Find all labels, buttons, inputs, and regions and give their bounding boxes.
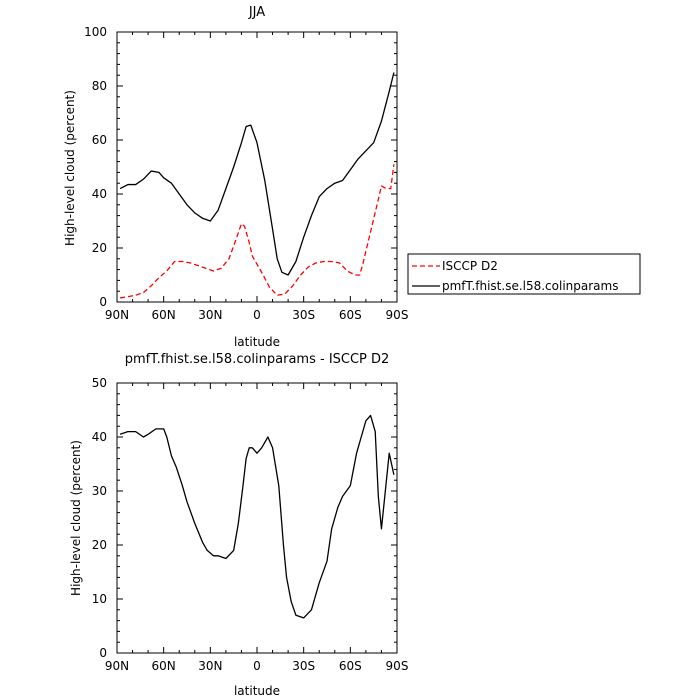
top-chart-series-line-1: [119, 72, 395, 276]
bottom-chart-x-tick-label: 0: [253, 659, 261, 673]
bottom-chart-x-tick-label: 60S: [339, 659, 362, 673]
bottom-chart-panel: pmfT.fhist.se.l58.colinparams - ISCCP D2…: [69, 352, 408, 698]
top-chart-series-line-0: [119, 164, 395, 299]
top-chart-y-tick-label: 60: [92, 133, 107, 147]
bottom-chart-y-tick-label: 10: [92, 592, 107, 606]
top-chart-legend: ISCCP D2 pmfT.fhist.se.l58.colinparams: [407, 253, 641, 295]
top-chart-y-tick-label: 100: [84, 25, 107, 39]
bottom-chart-title: pmfT.fhist.se.l58.colinparams - ISCCP D2: [125, 352, 390, 367]
bottom-chart-x-tick-label: 60N: [152, 659, 176, 673]
bottom-chart-ticks: 90N 60N 30N 0 30S 60S 90S 0 10 20 30 40 50: [92, 376, 409, 673]
bottom-chart-y-label: High-level cloud (percent): [69, 440, 83, 596]
top-chart-x-tick-label: 90S: [386, 308, 409, 322]
top-chart-x-tick-label: 60S: [339, 308, 362, 322]
top-chart-x-label: latitude: [234, 335, 280, 349]
top-chart-ticks: 90N 60N 30N 0 30S 60S 90S 0 20 40 60 80 100: [84, 25, 408, 322]
top-chart-y-label: High-level cloud (percent): [63, 90, 77, 246]
bottom-chart-series-line-0: [119, 414, 395, 619]
top-chart-x-tick-label: 60N: [152, 308, 176, 322]
top-chart-y-tick-label: 0: [99, 295, 107, 309]
legend-entry-isccp-d2: ISCCP D2: [442, 259, 498, 273]
top-chart-y-tick-label: 80: [92, 79, 107, 93]
top-chart-y-tick-label: 20: [92, 241, 107, 255]
top-chart-panel: JJA latitude High-level cloud (percent) …: [63, 5, 408, 349]
bottom-chart-x-tick-label: 90S: [386, 659, 409, 673]
top-chart-x-tick-label: 0: [253, 308, 261, 322]
top-chart-title: JJA: [248, 5, 265, 20]
top-chart-x-tick-label: 30S: [292, 308, 315, 322]
legend-entry-pmft: pmfT.fhist.se.l58.colinparams: [442, 279, 618, 293]
bottom-chart-series-group: [119, 414, 395, 619]
top-chart-y-tick-label: 40: [92, 187, 107, 201]
bottom-chart-y-tick-label: 30: [92, 484, 107, 498]
top-chart-x-tick-label: 30N: [198, 308, 222, 322]
bottom-chart-x-tick-label: 30N: [198, 659, 222, 673]
bottom-chart-y-tick-label: 20: [92, 538, 107, 552]
bottom-chart-x-tick-label: 30S: [292, 659, 315, 673]
legend-box: [407, 253, 641, 295]
bottom-chart-y-tick-label: 0: [99, 646, 107, 660]
bottom-chart-y-tick-label: 40: [92, 430, 107, 444]
top-chart-x-tick-label: 90N: [105, 308, 129, 322]
top-chart-series-group: [119, 72, 395, 299]
bottom-chart-y-tick-label: 50: [92, 376, 107, 390]
bottom-chart-x-label: latitude: [234, 684, 280, 698]
bottom-chart-x-tick-label: 90N: [105, 659, 129, 673]
